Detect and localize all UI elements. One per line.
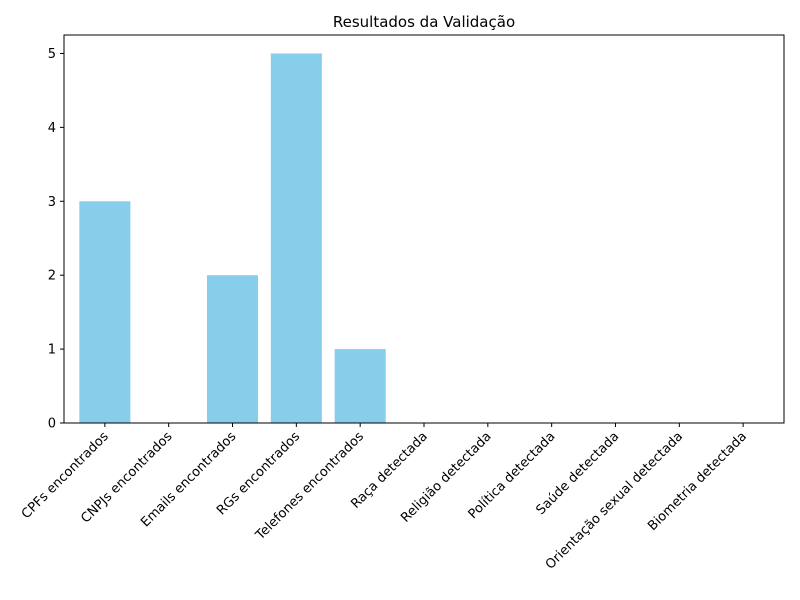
chart-title: Resultados da Validação: [333, 13, 515, 31]
y-tick-label: 0: [48, 417, 56, 432]
y-tick-label: 5: [48, 47, 56, 62]
y-tick-label: 3: [48, 195, 56, 210]
bar-4: [334, 349, 386, 423]
bar-0: [79, 201, 131, 423]
y-tick-label: 2: [48, 269, 56, 284]
bars-group: [79, 53, 386, 423]
bar-2: [206, 275, 259, 423]
bar-3: [270, 53, 322, 423]
y-tick-label: 1: [48, 343, 56, 358]
plot-frame: [63, 34, 785, 424]
y-tick-label: 4: [48, 121, 56, 136]
y-axis: 0 1 2 3 4 5: [48, 47, 64, 432]
